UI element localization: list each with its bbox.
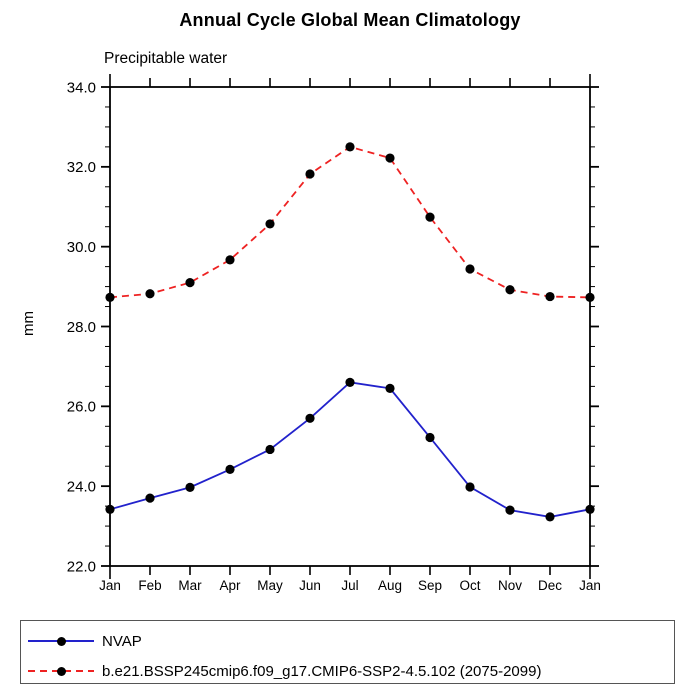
data-point-marker [585, 504, 595, 514]
x-tick-label: Nov [498, 578, 522, 593]
legend-label-nvap: NVAP [102, 632, 142, 650]
chart-title: Annual Cycle Global Mean Climatology [179, 10, 521, 30]
x-tick-label: Mar [178, 578, 202, 593]
series-line-dashed [109, 145, 591, 299]
legend-marker-dot [56, 666, 66, 676]
data-point-marker [305, 413, 315, 423]
legend-label-model: b.e21.BSSP245cmip6.f09_g17.CMIP6-SSP2-4.… [102, 662, 542, 680]
data-point-marker [225, 255, 235, 265]
x-tick-label: Jan [579, 578, 601, 593]
x-tick-label: Feb [138, 578, 161, 593]
x-tick-label: Jul [341, 578, 358, 593]
data-point-marker [585, 292, 595, 302]
data-point-marker [465, 482, 475, 492]
y-tick-label: 26.0 [67, 399, 96, 416]
data-point-marker [265, 219, 275, 229]
data-point-marker [385, 153, 395, 163]
y-tick-label: 34.0 [67, 79, 96, 96]
y-tick-label: 30.0 [67, 239, 96, 256]
data-point-marker [545, 512, 555, 522]
data-point-marker [265, 444, 275, 455]
data-point-marker [385, 383, 395, 393]
legend-item-model: b.e21.BSSP245cmip6.f09_g17.CMIP6-SSP2-4.… [28, 656, 674, 686]
legend-line-dashed [28, 666, 94, 676]
data-point-marker [185, 482, 195, 492]
x-tick-label: Sep [418, 578, 442, 593]
data-point-marker [425, 432, 435, 443]
y-tick-label: 22.0 [67, 558, 96, 575]
legend-box: NVAP b.e21.BSSP245cmip6.f09_g17.CMIP6-SS… [20, 620, 675, 684]
legend-line-solid [28, 636, 94, 646]
data-point-marker [105, 292, 115, 302]
data-point-marker [305, 169, 315, 179]
data-point-marker [145, 493, 155, 503]
y-tick-label: 28.0 [67, 319, 96, 336]
x-tick-label: Aug [378, 578, 402, 593]
data-point-marker [185, 277, 195, 288]
x-tick-label: Oct [459, 578, 480, 593]
data-point-marker [105, 504, 115, 514]
x-tick-label: Jun [299, 578, 321, 593]
chart-subtitle: Precipitable water [104, 50, 228, 67]
data-point-marker [425, 212, 435, 222]
x-tick-label: Apr [219, 578, 241, 593]
series-line-solid [109, 381, 591, 518]
x-tick-label: Jan [99, 578, 121, 593]
data-point-marker [465, 264, 475, 274]
data-point-marker [345, 142, 355, 152]
data-point-marker [345, 377, 355, 387]
data-point-marker [225, 464, 235, 475]
y-tick-label: 24.0 [67, 478, 96, 495]
data-point-marker [545, 291, 555, 302]
legend-marker-dot [56, 636, 66, 646]
y-tick-label: 32.0 [67, 159, 96, 176]
x-tick-label: Dec [538, 578, 562, 593]
legend-item-nvap: NVAP [28, 626, 674, 656]
data-point-marker [505, 505, 515, 515]
plot-frame [109, 86, 591, 567]
x-tick-label: May [257, 578, 283, 593]
data-point-marker [505, 285, 515, 295]
data-point-marker [145, 289, 155, 299]
